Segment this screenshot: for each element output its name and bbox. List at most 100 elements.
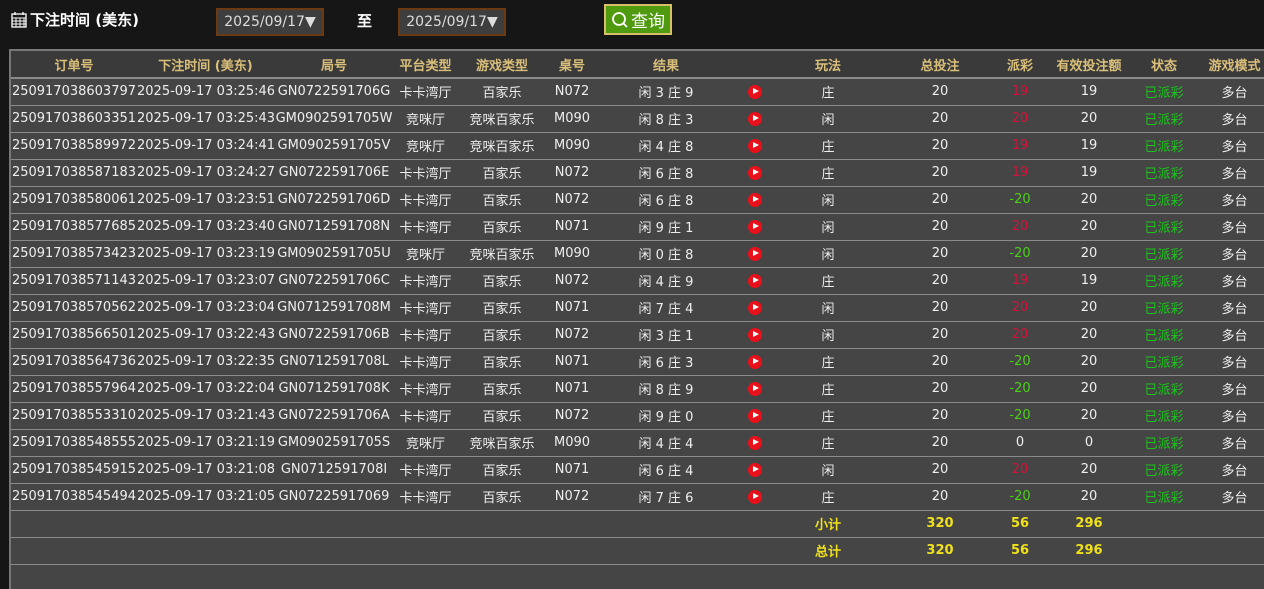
video-cell[interactable] [735,186,774,214]
empty-cell [1136,537,1192,565]
column-header: 有效投注额 [1042,51,1136,79]
video-cell[interactable] [735,78,774,106]
game-type-cell: 百家乐 [457,267,547,295]
total-bet-cell: 20 [882,483,998,511]
valid-bet-cell: 20 [1042,483,1136,511]
play-video-icon[interactable] [747,381,762,396]
play-video-icon[interactable] [747,354,762,369]
video-cell[interactable] [735,240,774,268]
bet-type-cell: 闲 [774,186,882,214]
play-video-icon[interactable] [747,300,762,315]
payout-cell: -20 [998,375,1042,403]
subtotal-label: 小计 [774,510,882,538]
table-row: 250917038571143 2025-09-17 03:23:07 GN0722… [11,267,1264,295]
video-cell[interactable] [735,132,774,160]
bet-type-cell: 庄 [774,132,882,160]
play-video-icon[interactable] [747,138,762,153]
chevron-down-icon: ▼ [486,14,498,30]
play-video-icon[interactable] [747,111,762,126]
column-header: 平台类型 [394,51,457,79]
video-cell[interactable] [735,483,774,511]
game-mode-cell: 多台 [1192,294,1264,322]
table-row: 250917038580061 2025-09-17 03:23:51 GN0722… [11,186,1264,214]
total-total-bet: 320 [882,537,998,565]
order-id-cell: 250917038571143 [11,267,137,295]
platform-type-cell: 卡卡湾厅 [394,267,457,295]
result-cell: 闲 9 庄 0 [597,402,735,430]
round-id-cell: GN0712591708N [274,213,394,241]
empty-cell [137,510,274,538]
video-cell[interactable] [735,105,774,133]
video-cell[interactable] [735,402,774,430]
video-cell[interactable] [735,267,774,295]
total-bet-cell: 20 [882,240,998,268]
total-bet-cell: 20 [882,132,998,160]
table-id-cell: N072 [547,321,597,349]
payout-cell: -20 [998,483,1042,511]
valid-bet-cell: 0 [1042,429,1136,457]
play-video-icon[interactable] [747,273,762,288]
end-date-select[interactable]: 2025/09/17 ▼ [398,8,506,36]
query-button[interactable]: 查询 [604,4,672,35]
empty-cell [11,537,137,565]
payout-cell: 20 [998,294,1042,322]
play-video-icon[interactable] [747,84,762,99]
video-cell[interactable] [735,213,774,241]
table-row: 250917038577685 2025-09-17 03:23:40 GN0712… [11,213,1264,241]
table-row: 250917038603351 2025-09-17 03:25:43 GM0902… [11,105,1264,133]
table-id-cell: N071 [547,348,597,376]
total-bet-cell: 20 [882,348,998,376]
bet-time-cell: 2025-09-17 03:22:43 [137,321,274,349]
order-id-cell: 250917038603351 [11,105,137,133]
bet-time-cell: 2025-09-17 03:25:46 [137,78,274,106]
play-video-icon[interactable] [747,219,762,234]
video-cell[interactable] [735,456,774,484]
empty-cell [137,537,274,565]
table-id-cell: N072 [547,159,597,187]
total-bet-cell: 20 [882,78,998,106]
round-id-cell: GN07225917069 [274,483,394,511]
payout-cell: -20 [998,186,1042,214]
empty-cell [274,510,394,538]
table-row: 250917038570562 2025-09-17 03:23:04 GN0712… [11,294,1264,322]
video-cell[interactable] [735,294,774,322]
status-cell: 已派彩 [1136,78,1192,106]
valid-bet-cell: 20 [1042,402,1136,430]
empty-cell [457,510,547,538]
bet-time-cell: 2025-09-17 03:23:40 [137,213,274,241]
chevron-down-icon: ▼ [304,14,316,30]
table-row: 250917038603797 2025-09-17 03:25:46 GN0722… [11,78,1264,106]
start-date-select[interactable]: 2025/09/17 ▼ [216,8,324,36]
play-video-icon[interactable] [747,165,762,180]
platform-type-cell: 卡卡湾厅 [394,294,457,322]
play-video-icon[interactable] [747,462,762,477]
platform-type-cell: 竞咪厅 [394,132,457,160]
video-cell[interactable] [735,321,774,349]
bet-type-cell: 闲 [774,213,882,241]
table-id-cell: N072 [547,78,597,106]
status-cell: 已派彩 [1136,186,1192,214]
play-video-icon[interactable] [747,192,762,207]
platform-type-cell: 卡卡湾厅 [394,78,457,106]
status-cell: 已派彩 [1136,213,1192,241]
result-cell: 闲 8 庄 9 [597,375,735,403]
game-type-cell: 百家乐 [457,375,547,403]
play-video-icon[interactable] [747,408,762,423]
play-video-icon[interactable] [747,435,762,450]
payout-cell: 20 [998,456,1042,484]
video-cell[interactable] [735,348,774,376]
platform-type-cell: 卡卡湾厅 [394,348,457,376]
table-row: 250917038564736 2025-09-17 03:22:35 GN0712… [11,348,1264,376]
video-cell[interactable] [735,429,774,457]
column-header: 订单号 [11,51,137,79]
video-cell[interactable] [735,375,774,403]
filter-label-text: 下注时间 (美东) [30,11,139,29]
game-mode-cell: 多台 [1192,429,1264,457]
play-video-icon[interactable] [747,489,762,504]
status-cell: 已派彩 [1136,159,1192,187]
play-video-icon[interactable] [747,246,762,261]
table-id-cell: N072 [547,186,597,214]
total-bet-cell: 20 [882,186,998,214]
play-video-icon[interactable] [747,327,762,342]
video-cell[interactable] [735,159,774,187]
